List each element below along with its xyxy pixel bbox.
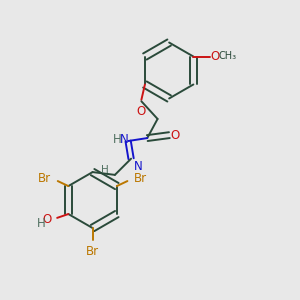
Text: N: N — [119, 133, 128, 146]
Text: Br: Br — [86, 245, 99, 258]
Text: N: N — [134, 160, 143, 172]
Text: Br: Br — [134, 172, 147, 185]
Text: H: H — [113, 133, 122, 146]
Text: CH₃: CH₃ — [219, 51, 237, 61]
Text: O: O — [210, 50, 219, 63]
Text: H: H — [101, 166, 108, 176]
Text: Br: Br — [38, 172, 51, 185]
Text: O: O — [43, 213, 52, 226]
Text: H: H — [37, 217, 46, 230]
Text: O: O — [170, 129, 180, 142]
Text: O: O — [137, 104, 146, 118]
